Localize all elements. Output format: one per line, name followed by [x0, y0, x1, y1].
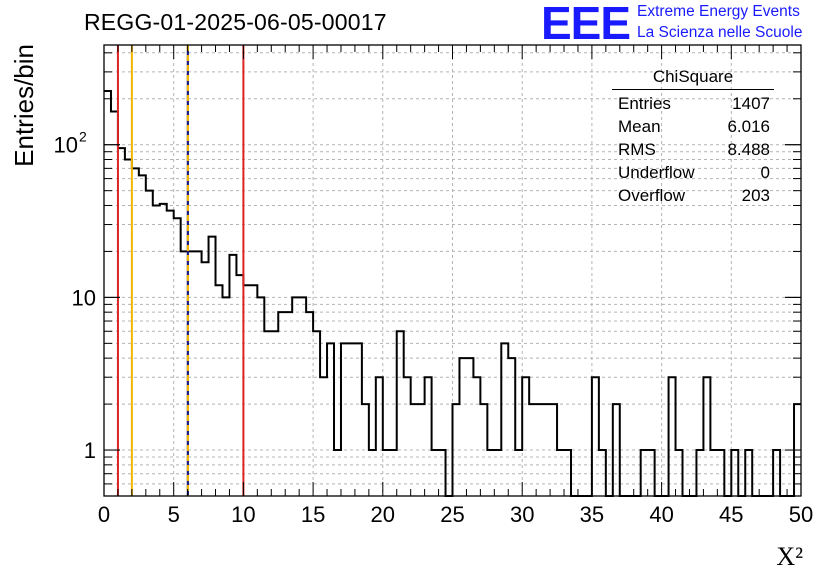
x-tick-label: 5 [168, 502, 180, 527]
x-tick-label: 50 [789, 502, 813, 527]
stats-row-rms: RMS 8.488 [612, 138, 774, 161]
stats-value: 6.016 [727, 117, 770, 136]
stats-title: ChiSquare [612, 67, 774, 90]
x-tick-label: 35 [580, 502, 604, 527]
grid [104, 45, 801, 496]
stats-value: 203 [741, 186, 770, 205]
axes [103, 44, 802, 497]
x-tick-label: 25 [440, 502, 464, 527]
x-tick-label: 30 [510, 502, 534, 527]
stats-value: 1407 [732, 94, 770, 113]
x-tick-label: 10 [231, 502, 255, 527]
stats-value: 8.488 [727, 140, 770, 159]
stats-box: ChiSquare Entries 1407 Mean 6.016 RMS 8.… [612, 67, 774, 207]
x-tick-label: 20 [371, 502, 395, 527]
stats-label: Entries [618, 94, 671, 113]
x-tick-label: 15 [301, 502, 325, 527]
stats-value: 0 [760, 163, 770, 182]
stats-row-overflow: Overflow 203 [612, 184, 774, 207]
logo-line-2: La Scienza nelle Scuole [637, 24, 803, 41]
x-tick-label: 45 [719, 502, 743, 527]
y-tick-label: 10 [54, 133, 78, 158]
histogram [104, 89, 801, 497]
stats-row-entries: Entries 1407 [612, 92, 774, 115]
x-axis-title: X² [776, 542, 803, 571]
histogram-outline [104, 89, 801, 497]
stats-row-underflow: Underflow 0 [612, 161, 774, 184]
x-tick-label: 40 [649, 502, 673, 527]
logo-line-1: Extreme Energy Events [637, 3, 800, 20]
y-tick-exponent: 2 [79, 129, 87, 145]
reference-lines [116, 45, 245, 496]
stats-label: Mean [618, 117, 661, 136]
y-axis-title: Entries/bin [9, 44, 39, 167]
stats-label: Overflow [618, 186, 686, 205]
eee-logo: EEE [541, 0, 631, 49]
stats-label: Underflow [618, 163, 695, 182]
y-tick-label: 1 [84, 438, 96, 463]
y-tick-label: 10 [72, 285, 96, 310]
x-tick-label: 0 [98, 502, 110, 527]
run-title: REGG-01-2025-06-05-00017 [84, 9, 387, 35]
stats-row-mean: Mean 6.016 [612, 115, 774, 138]
stats-label: RMS [618, 140, 656, 159]
